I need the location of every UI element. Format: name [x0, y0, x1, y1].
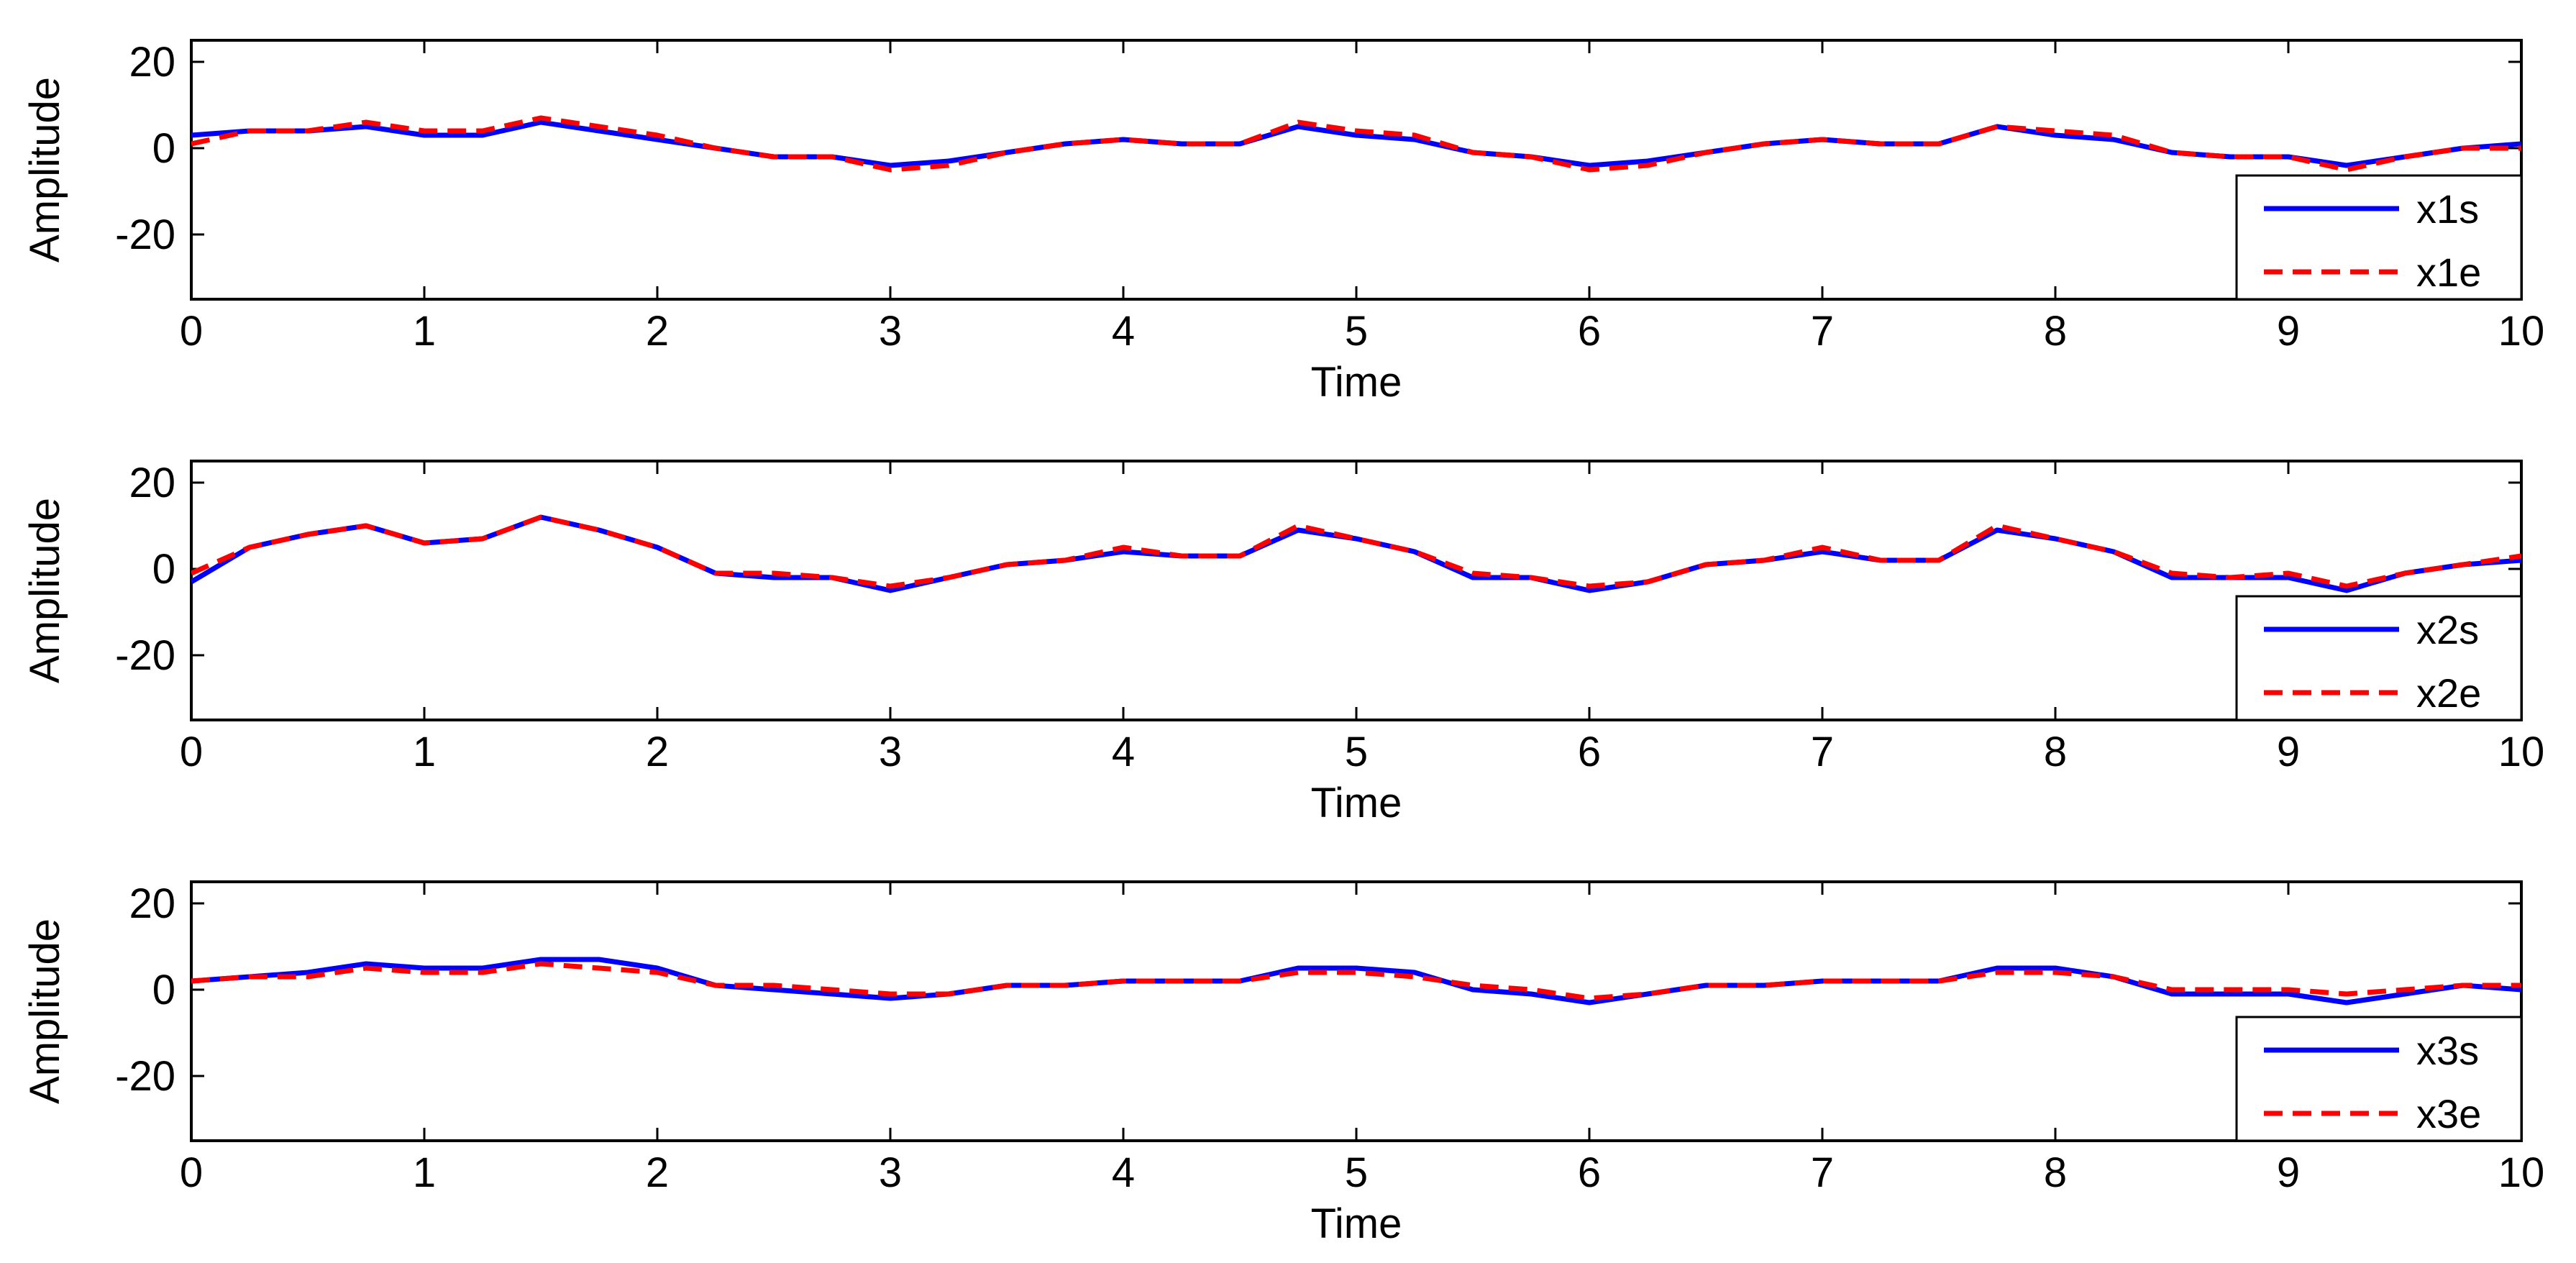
y-tick-label: 0 [152, 125, 175, 172]
x-axis-label: Time [1311, 1200, 1402, 1247]
x-tick-label: 8 [2044, 729, 2067, 775]
x-tick-label: 5 [1345, 1149, 1368, 1196]
legend-label-x1s: x1s [2416, 186, 2479, 232]
x-tick-label: 6 [1578, 1149, 1601, 1196]
x-tick-label: 8 [2044, 308, 2067, 355]
series-line-x3e [191, 961, 2521, 1001]
x-tick-label: 6 [1578, 308, 1601, 355]
x-tick-label: 10 [2498, 729, 2545, 775]
y-tick-label: 20 [129, 39, 175, 86]
x-tick-label: 3 [879, 308, 902, 355]
x-tick-label: 6 [1578, 729, 1601, 775]
x-tick-label: 4 [1112, 308, 1135, 355]
x-tick-label: 9 [2277, 1149, 2300, 1196]
legend-label-x2e: x2e [2416, 670, 2481, 716]
y-tick-label: 20 [129, 460, 175, 506]
legend-label-x1e: x1e [2416, 250, 2481, 295]
x-tick-label: 0 [180, 729, 203, 775]
series-line-x1s [191, 119, 2521, 168]
x-tick-label: 3 [879, 729, 902, 775]
x-axis-label: Time [1311, 780, 1402, 826]
legend-label-x2s: x2s [2416, 607, 2479, 652]
x-tick-label: 10 [2498, 1149, 2545, 1196]
series-line-x3s [191, 957, 2521, 1006]
legend-label-x3s: x3s [2416, 1028, 2479, 1073]
series-line-x1e [191, 115, 2521, 173]
x-tick-label: 4 [1112, 1149, 1135, 1196]
x-tick-label: 9 [2277, 308, 2300, 355]
y-axis-label: Amplitude [22, 918, 68, 1104]
x-tick-label: 7 [1811, 729, 1834, 775]
y-tick-label: -20 [115, 211, 175, 258]
x-tick-label: 2 [646, 1149, 669, 1196]
legend-box [2235, 595, 2523, 721]
y-axis-label: Amplitude [22, 498, 68, 683]
y-tick-label: 0 [152, 546, 175, 593]
x-tick-label: 5 [1345, 729, 1368, 775]
x-axis-label: Time [1311, 359, 1402, 406]
legend-box [2235, 1016, 2523, 1142]
x-tick-label: 2 [646, 308, 669, 355]
plot-area [190, 460, 2523, 721]
x-tick-label: 1 [413, 308, 436, 355]
legend-label-x3e: x3e [2416, 1091, 2481, 1136]
x-tick-label: 1 [413, 1149, 436, 1196]
y-tick-label: -20 [115, 1053, 175, 1100]
x-tick-label: 8 [2044, 1149, 2067, 1196]
x-tick-label: 3 [879, 1149, 902, 1196]
x-tick-label: 0 [180, 1149, 203, 1196]
plot-area [190, 880, 2523, 1142]
legend-box [2235, 174, 2523, 301]
y-tick-label: 20 [129, 880, 175, 927]
x-tick-label: 1 [413, 729, 436, 775]
x-tick-label: 7 [1811, 308, 1834, 355]
x-tick-label: 0 [180, 308, 203, 355]
series-line-x2e [191, 514, 2521, 589]
y-tick-label: -20 [115, 632, 175, 679]
x-tick-label: 7 [1811, 1149, 1834, 1196]
x-tick-label: 2 [646, 729, 669, 775]
x-tick-label: 9 [2277, 729, 2300, 775]
x-tick-label: 5 [1345, 308, 1368, 355]
plot-area [190, 39, 2523, 301]
y-axis-label: Amplitude [22, 77, 68, 263]
x-tick-label: 10 [2498, 308, 2545, 355]
y-tick-label: 0 [152, 967, 175, 1013]
x-tick-label: 4 [1112, 729, 1135, 775]
